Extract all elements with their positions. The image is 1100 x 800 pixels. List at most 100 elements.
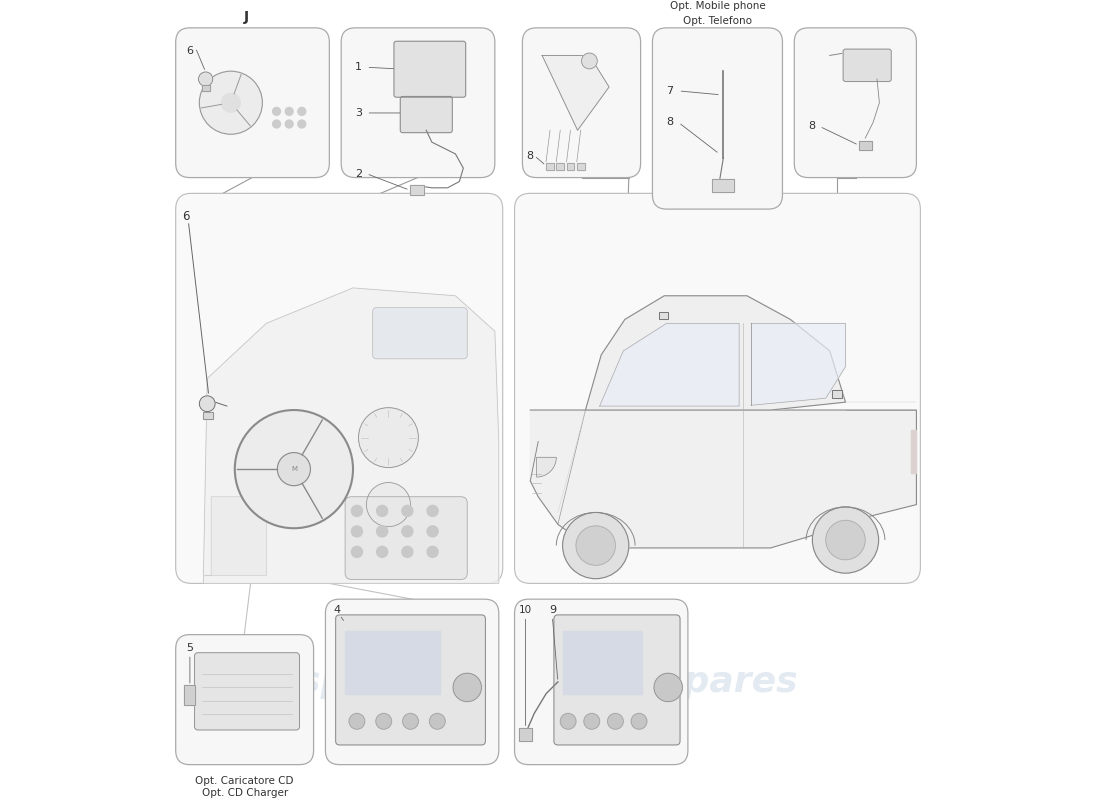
FancyBboxPatch shape — [515, 194, 921, 583]
Circle shape — [199, 396, 216, 412]
Bar — [712, 179, 734, 192]
Circle shape — [285, 107, 293, 115]
Text: 10: 10 — [519, 605, 532, 615]
Circle shape — [221, 94, 240, 112]
Text: 5: 5 — [186, 643, 194, 653]
Text: 1: 1 — [355, 62, 362, 72]
Circle shape — [560, 714, 576, 729]
Circle shape — [376, 526, 387, 537]
Text: J: J — [244, 10, 250, 24]
Bar — [911, 430, 916, 473]
FancyBboxPatch shape — [794, 28, 916, 178]
Bar — [832, 390, 842, 398]
Bar — [563, 630, 642, 694]
Circle shape — [277, 453, 310, 486]
Bar — [184, 685, 196, 705]
Circle shape — [366, 482, 410, 526]
Circle shape — [376, 506, 387, 517]
Bar — [184, 685, 196, 705]
FancyBboxPatch shape — [843, 49, 891, 82]
FancyBboxPatch shape — [195, 653, 299, 730]
Circle shape — [813, 507, 879, 573]
FancyBboxPatch shape — [326, 599, 498, 765]
Circle shape — [273, 120, 280, 128]
Circle shape — [298, 120, 306, 128]
Polygon shape — [542, 55, 609, 130]
Bar — [712, 179, 734, 192]
Circle shape — [427, 546, 438, 558]
Bar — [409, 186, 424, 195]
Circle shape — [402, 546, 412, 558]
FancyBboxPatch shape — [176, 28, 329, 178]
Bar — [546, 163, 554, 170]
Bar — [859, 141, 871, 150]
Bar — [204, 412, 212, 419]
Polygon shape — [530, 410, 916, 548]
Circle shape — [402, 506, 412, 517]
Text: 8: 8 — [527, 150, 534, 161]
Text: M: M — [290, 466, 297, 472]
Circle shape — [427, 506, 438, 517]
Text: eurospares: eurospares — [570, 665, 799, 699]
Text: 2: 2 — [355, 169, 362, 178]
Bar — [566, 163, 574, 170]
Text: Opt. Mobile phone: Opt. Mobile phone — [670, 1, 766, 10]
FancyBboxPatch shape — [176, 634, 314, 765]
Bar — [409, 186, 424, 195]
Bar — [204, 412, 212, 419]
Bar — [201, 85, 210, 91]
FancyBboxPatch shape — [341, 28, 495, 178]
Bar — [832, 390, 842, 398]
Circle shape — [351, 506, 363, 517]
Bar — [557, 163, 564, 170]
Circle shape — [402, 526, 412, 537]
Circle shape — [198, 72, 212, 86]
Bar — [345, 630, 440, 694]
Text: 8: 8 — [667, 118, 673, 127]
Bar — [557, 163, 564, 170]
Bar — [201, 85, 210, 91]
Polygon shape — [205, 497, 266, 575]
Circle shape — [826, 520, 866, 560]
Circle shape — [654, 674, 682, 702]
Circle shape — [427, 526, 438, 537]
Circle shape — [234, 410, 353, 528]
Circle shape — [631, 714, 647, 729]
Circle shape — [351, 526, 363, 537]
Circle shape — [349, 714, 365, 729]
Bar — [566, 163, 574, 170]
Bar — [576, 163, 585, 170]
FancyBboxPatch shape — [394, 42, 465, 97]
FancyBboxPatch shape — [176, 194, 503, 583]
Bar — [659, 311, 668, 319]
Text: 6: 6 — [183, 210, 189, 223]
Bar — [859, 141, 871, 150]
FancyBboxPatch shape — [522, 28, 640, 178]
Bar — [659, 311, 668, 319]
Wedge shape — [537, 458, 557, 477]
Circle shape — [273, 107, 280, 115]
Polygon shape — [204, 288, 498, 583]
FancyBboxPatch shape — [515, 599, 688, 765]
FancyBboxPatch shape — [400, 97, 452, 133]
Circle shape — [376, 714, 392, 729]
Circle shape — [453, 674, 482, 702]
FancyBboxPatch shape — [652, 28, 782, 209]
Circle shape — [429, 714, 446, 729]
Text: Opt. Caricatore CD: Opt. Caricatore CD — [196, 777, 294, 786]
Bar — [519, 728, 532, 741]
Circle shape — [351, 546, 363, 558]
Circle shape — [584, 714, 600, 729]
Bar — [546, 163, 554, 170]
Text: 7: 7 — [667, 86, 673, 96]
Circle shape — [576, 526, 615, 566]
Text: eurospares: eurospares — [207, 665, 436, 699]
Text: 3: 3 — [355, 108, 362, 118]
Circle shape — [359, 408, 418, 467]
Text: 4: 4 — [333, 605, 341, 615]
Circle shape — [607, 714, 624, 729]
Circle shape — [285, 120, 293, 128]
Circle shape — [582, 53, 597, 69]
Polygon shape — [585, 296, 846, 410]
Text: 9: 9 — [549, 605, 556, 615]
